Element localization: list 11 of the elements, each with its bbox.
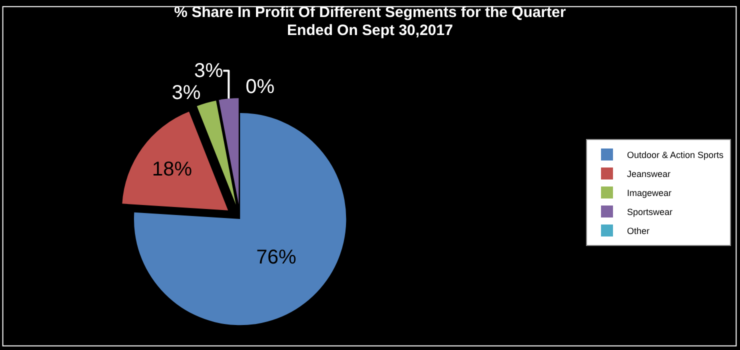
data-label: 76% (256, 246, 297, 269)
data-label: 18% (152, 158, 192, 181)
text: 0% (246, 76, 274, 98)
data-label: 3% (172, 82, 201, 104)
data-label: 3% (194, 60, 224, 82)
legend-label: Jeanswear (627, 169, 671, 180)
legend-label: Other (627, 226, 650, 236)
legend-label: Sportswear (627, 207, 673, 218)
legend-label: Imagewear (627, 188, 672, 198)
chart-title: % Share In Profit Of Different Segments for the Quarter Ended On Sept 30,2017 (173, 4, 567, 40)
legend-label: Outdoor & Action Sports (627, 150, 724, 160)
